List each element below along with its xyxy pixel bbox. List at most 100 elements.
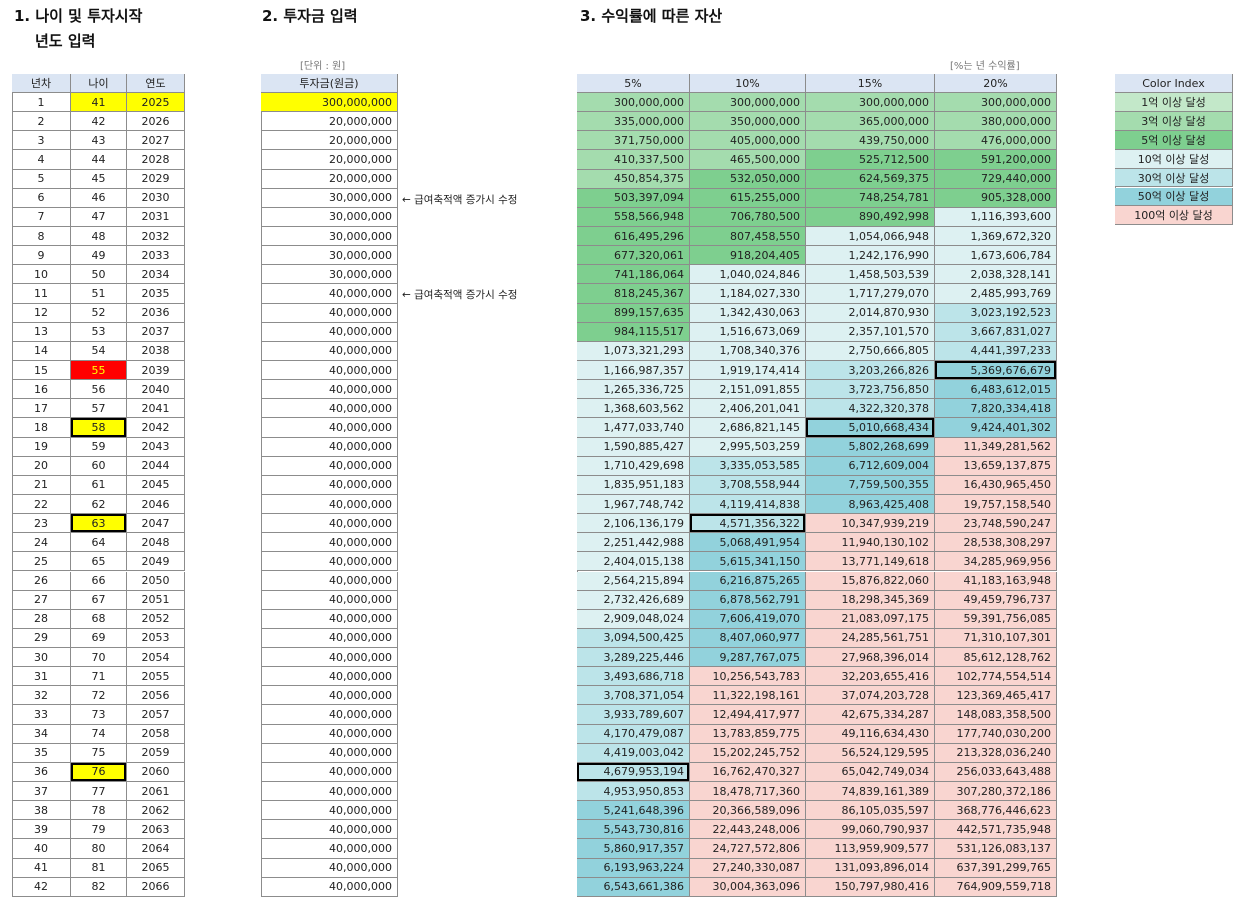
cell: 40,000,000 <box>261 418 398 438</box>
cell: 49 <box>71 246 127 266</box>
cell: 13 <box>12 322 71 342</box>
header-cell: 20% <box>935 74 1057 93</box>
cell: 1,708,340,376 <box>690 341 806 361</box>
cell: 18,478,717,360 <box>690 782 806 802</box>
cell: 7,606,419,070 <box>690 609 806 629</box>
cell: 40,000,000 <box>261 475 398 495</box>
cell: 40,000,000 <box>261 437 398 457</box>
cell: 123,369,465,417 <box>935 686 1057 706</box>
cell: 85,612,128,762 <box>935 648 1057 668</box>
cell: 40,000,000 <box>261 648 398 668</box>
cell: 5 <box>12 169 71 189</box>
cell: 558,566,948 <box>577 207 690 227</box>
unit-label: [%는 년 수익률] <box>950 61 1020 72</box>
cell: 213,328,036,240 <box>935 743 1057 763</box>
cell: 40,000,000 <box>261 820 398 840</box>
cell: 30,000,000 <box>261 226 398 247</box>
cell: 2035 <box>127 284 185 304</box>
cell: 300,000,000 <box>935 93 1057 113</box>
cell: 2052 <box>127 609 185 629</box>
cell: 1,368,603,562 <box>577 399 690 419</box>
cell: 2063 <box>127 820 185 840</box>
cell: 637,391,299,765 <box>935 858 1057 878</box>
cell: 59,391,756,085 <box>935 609 1057 629</box>
cell: 28 <box>12 609 71 629</box>
cell: 4,322,320,378 <box>806 399 935 419</box>
header-cell: 연도 <box>127 74 185 93</box>
cell: 71,310,107,301 <box>935 628 1057 649</box>
cell: 40,000,000 <box>261 628 398 649</box>
cell: 748,254,781 <box>806 188 935 208</box>
cell: 37,074,203,728 <box>806 686 935 706</box>
cell: 890,492,998 <box>806 207 935 227</box>
cell: 102,774,554,514 <box>935 667 1057 687</box>
cell: 1,265,336,725 <box>577 380 690 400</box>
cell: 4,953,950,853 <box>577 782 690 802</box>
cell: 1,710,429,698 <box>577 456 690 476</box>
cell: 11,349,281,562 <box>935 437 1057 457</box>
cell: 2043 <box>127 437 185 457</box>
cell: 27 <box>12 590 71 610</box>
cell: 20 <box>12 456 71 476</box>
cell: 66 <box>71 571 127 591</box>
cell: 40,000,000 <box>261 590 398 610</box>
cell: 2,406,201,041 <box>690 399 806 419</box>
cell: 12,494,417,977 <box>690 705 806 725</box>
cell: 40,000,000 <box>261 609 398 629</box>
cell: 3,667,831,027 <box>935 322 1057 342</box>
cell: 2041 <box>127 399 185 419</box>
cell: 16,762,470,327 <box>690 762 806 783</box>
cell: 9,424,401,302 <box>935 418 1057 438</box>
cell: 15,876,822,060 <box>806 571 935 591</box>
cell: 16 <box>12 380 71 400</box>
cell: 40,000,000 <box>261 858 398 878</box>
cell: 6 <box>12 188 71 208</box>
cell: 2036 <box>127 303 185 323</box>
cell: 34,285,969,956 <box>935 552 1057 572</box>
cell: 49,459,796,737 <box>935 590 1057 610</box>
legend-item: 50억 이상 달성 <box>1115 187 1233 207</box>
cell: 6,543,661,386 <box>577 877 690 897</box>
cell: 51 <box>71 284 127 304</box>
cell: 5,802,268,699 <box>806 437 935 457</box>
cell: 2054 <box>127 648 185 668</box>
cell: 2,686,821,145 <box>690 418 806 438</box>
cell: 2,251,442,988 <box>577 533 690 553</box>
cell: 764,909,559,718 <box>935 877 1057 897</box>
cell: 44 <box>71 150 127 170</box>
cell: 50 <box>71 265 127 285</box>
cell: 677,320,061 <box>577 246 690 266</box>
cell: 40,000,000 <box>261 801 398 821</box>
cell: 10,256,543,783 <box>690 667 806 687</box>
cell: 23,748,590,247 <box>935 514 1057 534</box>
legend-item: 30억 이상 달성 <box>1115 168 1233 188</box>
cell: 439,750,000 <box>806 131 935 151</box>
cell: 300,000,000 <box>690 93 806 113</box>
cell: 20,000,000 <box>261 112 398 132</box>
cell: 33 <box>12 705 71 725</box>
legend-item: 5억 이상 달성 <box>1115 130 1233 150</box>
cell: 2064 <box>127 839 185 859</box>
cell: 2029 <box>127 169 185 189</box>
cell: 615,255,000 <box>690 188 806 208</box>
cell: 2038 <box>127 341 185 361</box>
cell: 2066 <box>127 877 185 897</box>
cell: 2,404,015,138 <box>577 552 690 572</box>
cell: 21 <box>12 475 71 495</box>
cell: 21,083,097,175 <box>806 609 935 629</box>
section-title: 1. 나이 및 투자시작 <box>14 7 143 25</box>
cell: 2030 <box>127 188 185 208</box>
cell: 2,909,048,024 <box>577 609 690 629</box>
cell: 7,820,334,418 <box>935 399 1057 419</box>
cell: 13,659,137,875 <box>935 456 1057 476</box>
cell: 2033 <box>127 246 185 266</box>
cell: 19 <box>12 437 71 457</box>
cell: 706,780,500 <box>690 207 806 227</box>
cell: 818,245,367 <box>577 284 690 304</box>
cell: 2055 <box>127 667 185 687</box>
cell: 380,000,000 <box>935 112 1057 132</box>
cell: 3,723,756,850 <box>806 380 935 400</box>
cell: 38 <box>12 801 71 821</box>
cell: 2,485,993,769 <box>935 284 1057 304</box>
cell: 442,571,735,948 <box>935 820 1057 840</box>
